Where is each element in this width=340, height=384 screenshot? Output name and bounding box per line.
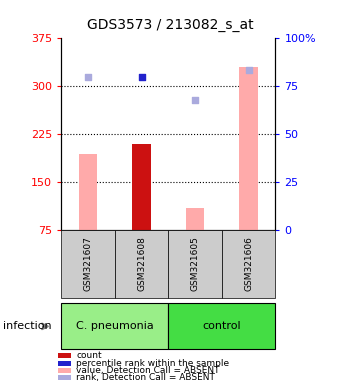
Bar xyxy=(239,67,258,230)
Text: GSM321606: GSM321606 xyxy=(244,237,253,291)
Text: rank, Detection Call = ABSENT: rank, Detection Call = ABSENT xyxy=(76,373,215,382)
Text: GDS3573 / 213082_s_at: GDS3573 / 213082_s_at xyxy=(87,18,253,32)
Point xyxy=(85,74,91,80)
Bar xyxy=(132,144,151,230)
Text: infection: infection xyxy=(3,321,52,331)
Text: C. pneumonia: C. pneumonia xyxy=(76,321,154,331)
Text: percentile rank within the sample: percentile rank within the sample xyxy=(76,359,230,367)
Bar xyxy=(186,208,204,230)
Text: control: control xyxy=(203,321,241,331)
Bar xyxy=(79,154,97,230)
Point xyxy=(139,74,144,80)
Point xyxy=(246,67,251,73)
Text: count: count xyxy=(76,351,102,360)
Text: GSM321607: GSM321607 xyxy=(84,237,92,291)
Text: GSM321608: GSM321608 xyxy=(137,237,146,291)
Text: GSM321605: GSM321605 xyxy=(191,237,200,291)
Point xyxy=(192,98,198,104)
Text: value, Detection Call = ABSENT: value, Detection Call = ABSENT xyxy=(76,366,220,375)
